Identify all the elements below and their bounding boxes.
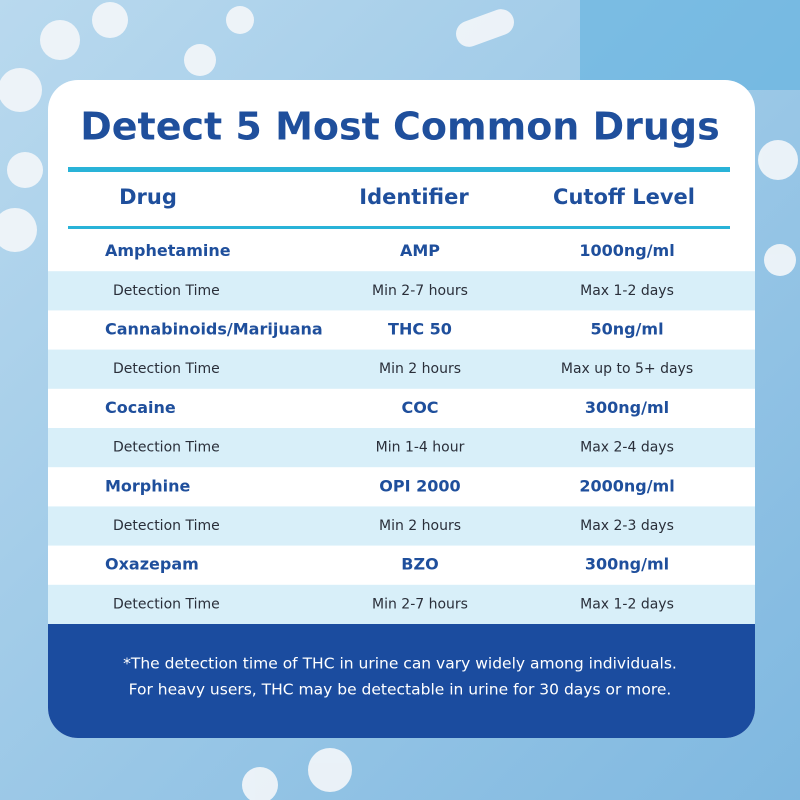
drug-cell: Amphetamine [105,241,231,260]
detail-cell: Detection Time [113,596,220,612]
footer-bg [48,620,755,738]
drug-cell: THC 50 [388,320,452,339]
detail-cell: Max 2-3 days [580,518,674,534]
drug-cell: Cannabinoids/Marijuana [105,320,323,339]
detail-cell: Max 1-2 days [580,596,674,612]
drug-cell: 1000ng/ml [579,241,674,260]
detail-cell: Max 2-4 days [580,440,674,456]
detail-cell: Max up to 5+ days [561,361,693,377]
rule [68,167,730,172]
detail-cell: Min 2-7 hours [372,283,468,299]
pill-box [580,0,800,90]
detail-cell: Min 1-4 hour [376,440,465,456]
title: Detect 5 Most Common Drugs [80,105,720,149]
table-header: Drug Identifier Cutoff Level [119,185,695,209]
detail-cell: Detection Time [113,440,220,456]
row-bg [48,271,755,311]
table-body: Amphetamine AMP 1000ng/ml Detection Time Min… [48,241,755,624]
detail-cell: Min 2-7 hours [372,596,468,612]
column-header: Cutoff Level [553,185,695,209]
card: Amphetamine AMP 1000ng/ml Detection Time Min… [48,80,755,738]
footnote: *The detection time of THC in urine can … [123,655,677,699]
drug-cell: AMP [400,241,440,260]
drug-cell: 2000ng/ml [579,476,674,495]
drug-cell: 300ng/ml [585,555,669,574]
drug-cell: 300ng/ml [585,398,669,417]
footnote-line: For heavy users, THC may be detectable i… [129,681,672,699]
footnote-line: *The detection time of THC in urine can … [123,655,677,673]
drug-cell: Morphine [105,476,191,495]
drug-cell: Oxazepam [105,555,199,574]
row-bg [48,506,755,546]
column-header: Drug [119,185,177,209]
detail-cell: Min 2 hours [379,518,461,534]
detail-cell: Min 2 hours [379,361,461,377]
rule [68,226,730,229]
detail-cell: Detection Time [113,361,220,377]
detail-cell: Max 1-2 days [580,283,674,299]
row-bg [48,349,755,389]
drug-cell: BZO [401,555,438,574]
detail-cell: Detection Time [113,518,220,534]
drug-cell: Cocaine [105,398,176,417]
row-bg [48,428,755,468]
column-header: Identifier [359,185,469,209]
drug-cell: 50ng/ml [590,320,663,339]
row-bg [48,584,755,624]
drug-cell: OPI 2000 [379,476,460,495]
detail-cell: Detection Time [113,283,220,299]
drug-cell: COC [401,398,438,417]
